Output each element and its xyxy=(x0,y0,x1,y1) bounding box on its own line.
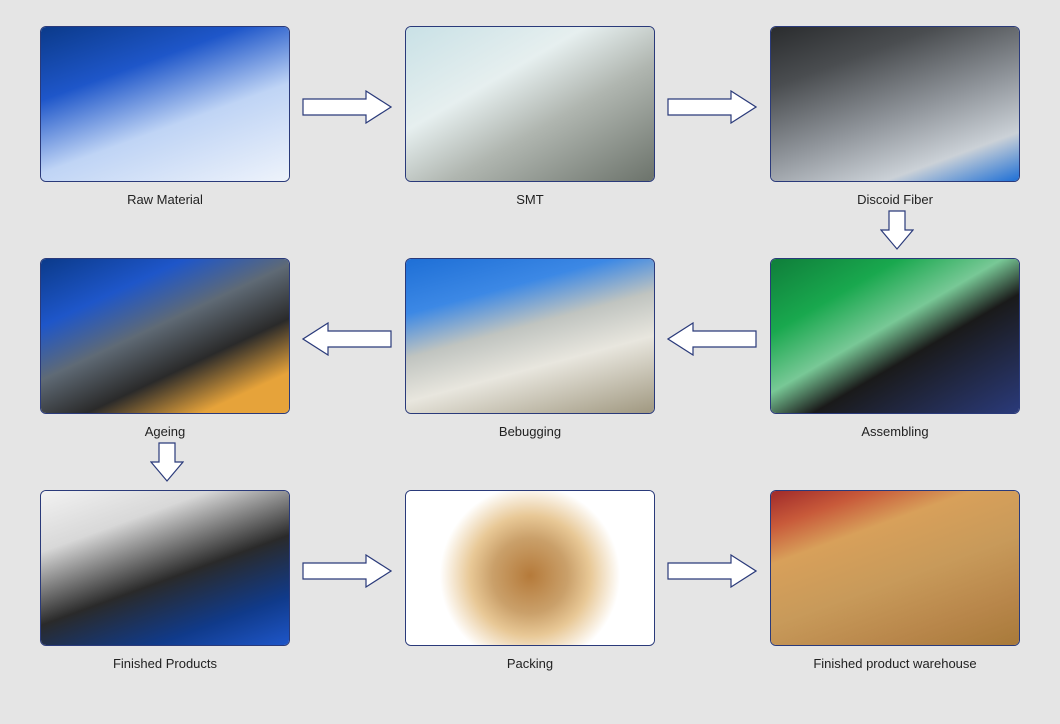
stage-warehouse: Finished product warehouse xyxy=(770,490,1020,671)
flow-arrow-a1 xyxy=(302,90,392,124)
stage-label-assembling: Assembling xyxy=(861,424,928,439)
stage-image-warehouse xyxy=(770,490,1020,646)
placeholder-image xyxy=(406,491,654,645)
flow-arrow-a6 xyxy=(150,442,184,482)
stage-bebugging: Bebugging xyxy=(405,258,655,439)
stage-packing: Packing xyxy=(405,490,655,671)
stage-raw-material: Raw Material xyxy=(40,26,290,207)
stage-label-packing: Packing xyxy=(507,656,553,671)
stage-image-ageing xyxy=(40,258,290,414)
stage-image-smt xyxy=(405,26,655,182)
placeholder-image xyxy=(771,27,1019,181)
placeholder-image xyxy=(41,27,289,181)
stage-image-assembling xyxy=(770,258,1020,414)
flow-arrow-a8 xyxy=(667,554,757,588)
stage-label-raw-material: Raw Material xyxy=(127,192,203,207)
stage-label-smt: SMT xyxy=(516,192,543,207)
stage-image-finished-prod xyxy=(40,490,290,646)
stage-label-bebugging: Bebugging xyxy=(499,424,561,439)
flow-arrow-a4 xyxy=(667,322,757,356)
flow-arrow-a5 xyxy=(302,322,392,356)
stage-label-warehouse: Finished product warehouse xyxy=(813,656,976,671)
placeholder-image xyxy=(406,259,654,413)
placeholder-image xyxy=(41,259,289,413)
stage-assembling: Assembling xyxy=(770,258,1020,439)
placeholder-image xyxy=(771,259,1019,413)
stage-label-ageing: Ageing xyxy=(145,424,185,439)
placeholder-image xyxy=(406,27,654,181)
flow-arrow-a3 xyxy=(880,210,914,250)
flow-arrow-a2 xyxy=(667,90,757,124)
flow-arrow-a7 xyxy=(302,554,392,588)
stage-image-discoid-fiber xyxy=(770,26,1020,182)
stage-image-packing xyxy=(405,490,655,646)
stage-smt: SMT xyxy=(405,26,655,207)
stage-image-bebugging xyxy=(405,258,655,414)
placeholder-image xyxy=(771,491,1019,645)
stage-ageing: Ageing xyxy=(40,258,290,439)
stage-label-finished-prod: Finished Products xyxy=(113,656,217,671)
placeholder-image xyxy=(41,491,289,645)
stage-finished-prod: Finished Products xyxy=(40,490,290,671)
stage-image-raw-material xyxy=(40,26,290,182)
stage-label-discoid-fiber: Discoid Fiber xyxy=(857,192,933,207)
stage-discoid-fiber: Discoid Fiber xyxy=(770,26,1020,207)
